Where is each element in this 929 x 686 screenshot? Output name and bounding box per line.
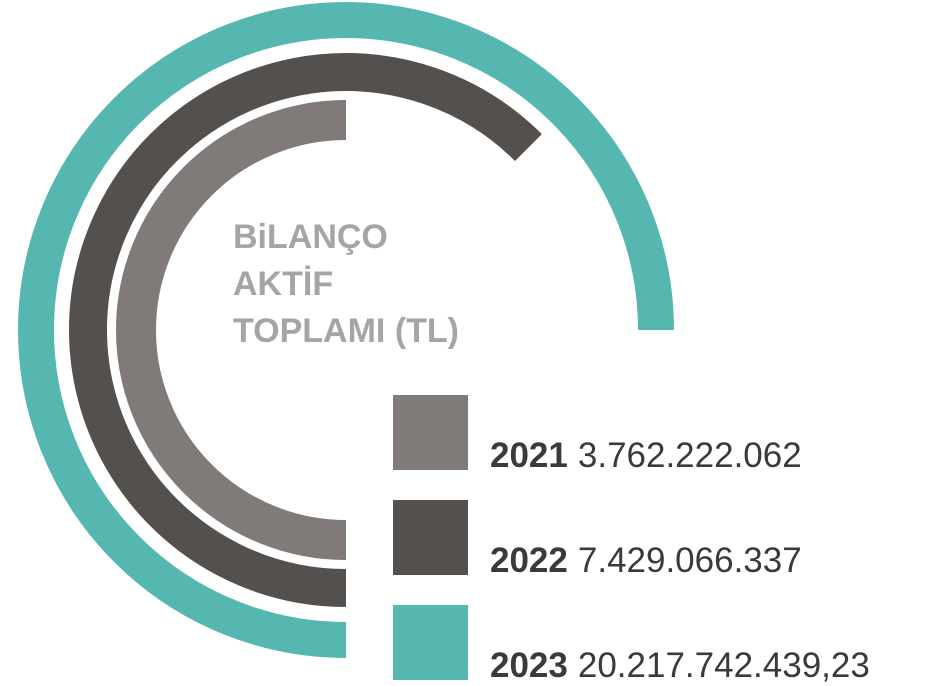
- arc-bar: [116, 100, 347, 560]
- chart-title: AKTİF: [233, 265, 333, 303]
- legend-year: 2022: [490, 541, 568, 580]
- legend-year: 2023: [490, 646, 568, 685]
- legend-label: 2021 3.762.222.062: [490, 436, 802, 475]
- arc-bar: [18, 2, 674, 658]
- arc-bar: [69, 53, 542, 607]
- legend-label: 2022 7.429.066.337: [490, 541, 802, 580]
- legend-label: 2023 20.217.742.439,23: [490, 646, 870, 685]
- legend-swatch: [393, 500, 468, 575]
- chart-title: BiLANÇO: [233, 218, 388, 256]
- chart-title: TOPLAMI (TL): [233, 312, 459, 350]
- legend-year: 2021: [490, 436, 568, 475]
- value-label: 7.429.066.337: [578, 541, 802, 580]
- legend-swatch: [393, 605, 468, 680]
- value-label: 3.762.222.062: [578, 436, 802, 475]
- value-label: 20.217.742.439,23: [578, 646, 870, 685]
- legend-swatch: [393, 395, 468, 470]
